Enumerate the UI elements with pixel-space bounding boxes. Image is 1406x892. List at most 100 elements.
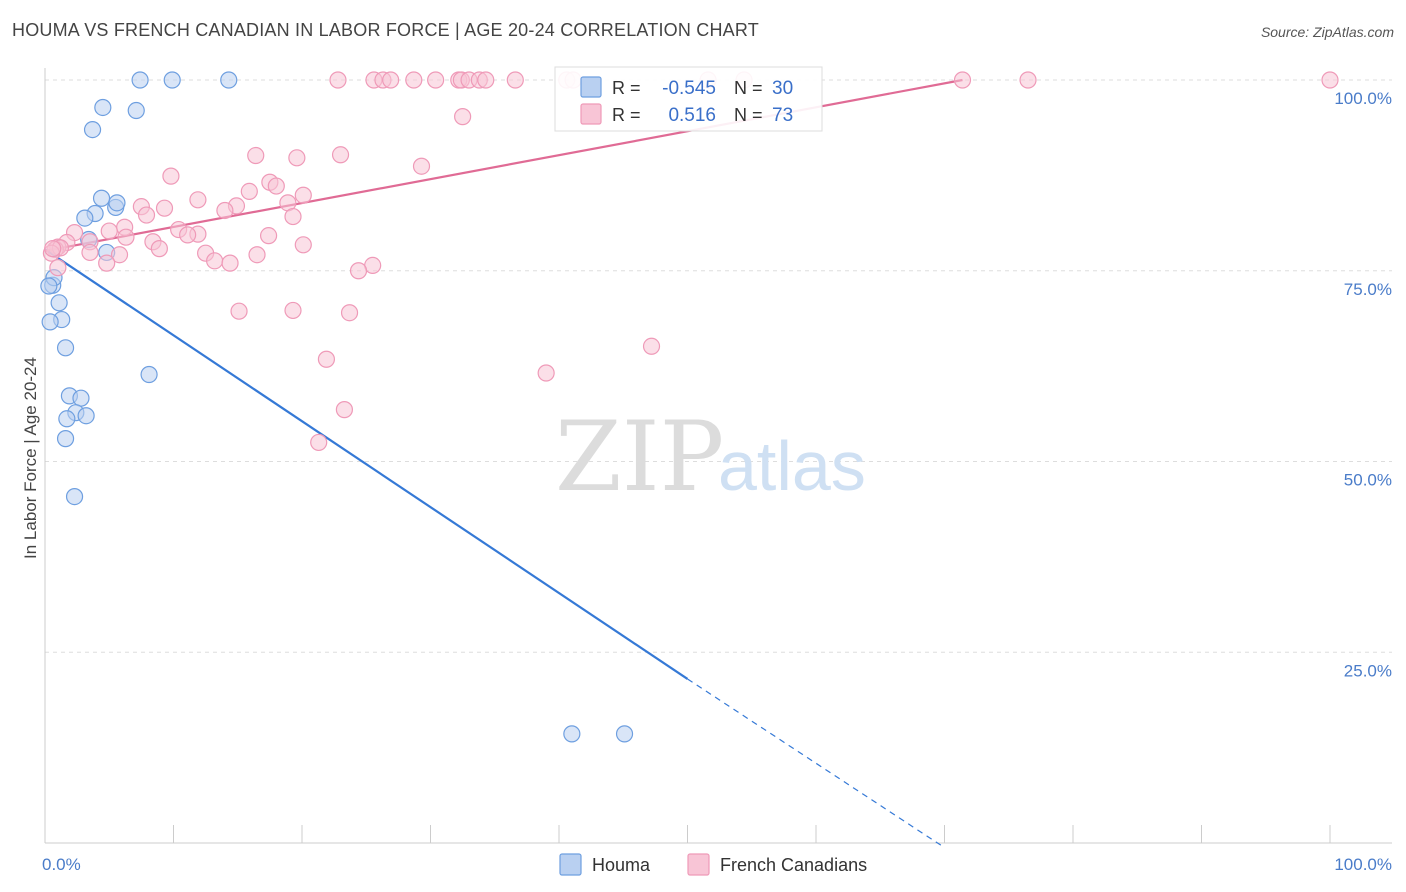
french-canadian-point[interactable] [247,146,265,165]
french-canadian-point[interactable] [412,157,431,175]
series-french-canadians-points [42,71,1339,452]
french-canadian-point[interactable] [953,71,972,89]
french-canadian-point[interactable] [267,177,285,195]
houma-point[interactable] [94,98,112,117]
houma-point[interactable] [72,389,90,407]
stats-swatch [580,103,602,125]
french-canadian-point[interactable] [477,71,495,89]
french-canadian-point[interactable] [331,146,350,164]
houma-point[interactable] [163,71,181,89]
source-note: Source: ZipAtlas.com [1260,24,1394,40]
watermark: ZIP atlas [555,401,866,513]
axes [44,68,1392,844]
french-canadian-point[interactable] [427,71,445,89]
legend-swatch-french-canadians [687,853,710,876]
french-canadian-point[interactable] [221,254,239,272]
stats-n-label: N = [734,105,763,125]
french-canadian-point[interactable] [382,71,400,89]
houma-point[interactable] [56,430,75,448]
french-canadian-point[interactable] [49,259,67,277]
y-tick-label: 100.0% [1334,89,1392,108]
x-tick-labels: 0.0% 100.0% [42,855,1392,874]
french-canadian-point[interactable] [189,191,207,209]
french-canadian-point[interactable] [284,207,302,226]
y-tick-label: 25.0% [1344,661,1392,680]
stats-r-label: R = [612,78,641,98]
bottom-legend: Houma French Canadians [559,853,867,876]
legend-label-houma: Houma [592,855,651,875]
watermark-atlas: atlas [718,427,866,505]
houma-point[interactable] [76,209,94,227]
gridlines [45,79,1392,653]
french-canadian-point[interactable] [317,350,336,368]
houma-point[interactable] [56,339,75,357]
french-canadian-point[interactable] [216,201,234,220]
x-tick-label-max: 100.0% [1334,855,1392,874]
french-canadian-point[interactable] [259,227,278,245]
french-canadian-point[interactable] [230,302,248,320]
y-tick-label: 75.0% [1344,280,1392,299]
houma-point[interactable] [40,277,58,295]
french-canadian-point[interactable] [642,337,661,355]
stats-n-value: 73 [772,105,793,126]
french-canadian-point[interactable] [506,71,524,89]
stats-r-value: -0.545 [662,78,716,99]
french-canadian-point[interactable] [162,167,180,185]
french-canadian-point[interactable] [335,401,354,419]
french-canadian-point[interactable] [179,226,197,244]
houma-point[interactable] [58,410,76,428]
french-canadian-point[interactable] [155,199,174,217]
french-canadian-point[interactable] [340,304,359,322]
french-canadian-point[interactable] [110,246,129,264]
houma-trend-line [44,248,689,680]
houma-point[interactable] [140,365,158,384]
french-canadian-point[interactable] [81,243,99,262]
legend-label-french-canadians: French Canadians [720,855,867,875]
x-tick-label-min: 0.0% [42,855,81,874]
french-canadian-point[interactable] [284,301,302,320]
french-canadian-point[interactable] [98,254,116,272]
houma-point[interactable] [563,725,581,743]
french-canadian-point[interactable] [206,252,224,270]
french-canadian-point[interactable] [288,149,306,167]
french-canadian-point[interactable] [117,228,135,246]
french-canadian-point[interactable] [405,71,423,89]
stats-r-value: 0.516 [668,105,716,126]
french-canadian-point[interactable] [150,240,168,258]
french-canadian-point[interactable] [310,433,328,452]
chart-title: HOUMA VS FRENCH CANADIAN IN LABOR FORCE … [12,20,759,40]
stats-n-value: 30 [772,78,793,99]
french-canadian-point[interactable] [329,71,347,89]
stats-swatch [580,76,602,98]
stats-n-label: N = [734,78,763,98]
houma-point[interactable] [127,101,145,120]
french-canadian-point[interactable] [294,186,312,204]
french-canadian-point[interactable] [137,206,156,224]
french-canadian-point[interactable] [349,262,368,280]
stats-r-label: R = [612,105,641,125]
data-points [40,71,1339,743]
french-canadian-point[interactable] [100,222,118,240]
french-canadian-point[interactable] [537,364,555,382]
houma-point[interactable] [77,407,95,425]
french-canadian-point[interactable] [240,182,258,200]
houma-point[interactable] [50,294,68,312]
houma-point[interactable] [83,120,102,139]
french-canadian-point[interactable] [44,240,62,258]
french-canadian-point[interactable] [454,108,472,126]
houma-point[interactable] [65,487,84,506]
y-axis-label: In Labor Force | Age 20-24 [21,357,40,559]
legend-swatch-houma [559,853,582,876]
y-tick-labels: 25.0% 50.0% 75.0% 100.0% [1334,89,1392,680]
houma-point[interactable] [220,71,238,89]
houma-point[interactable] [92,189,111,207]
french-canadian-point[interactable] [248,246,266,264]
french-canadian-point[interactable] [1321,71,1339,89]
houma-point[interactable] [41,313,59,331]
french-canadian-point[interactable] [294,236,312,254]
houma-point[interactable] [131,71,149,89]
houma-point[interactable] [615,725,634,743]
french-canadian-point[interactable] [1019,71,1037,89]
houma-point[interactable] [108,194,126,212]
